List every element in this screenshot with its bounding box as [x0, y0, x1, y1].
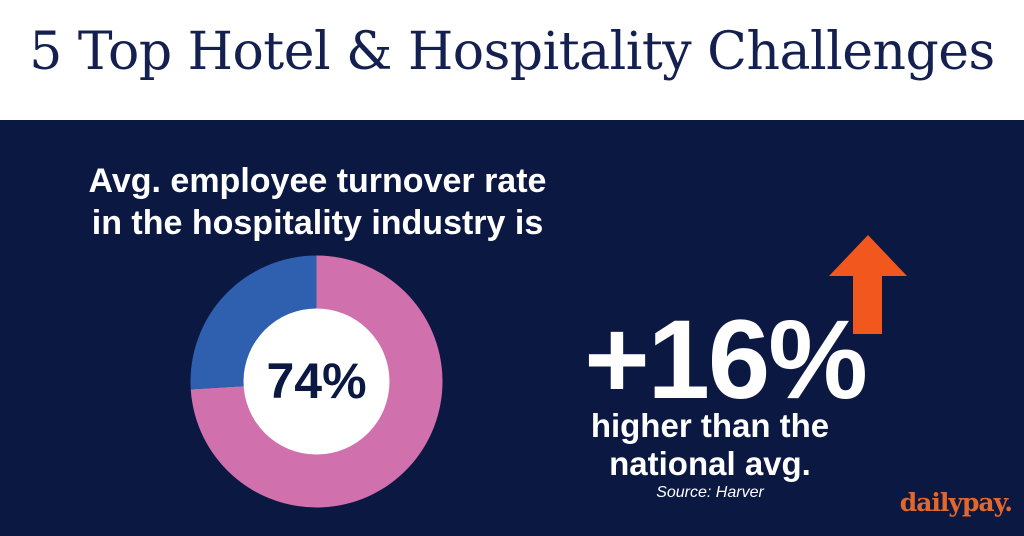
dailypay-logo: dailypay. — [899, 488, 1013, 517]
donut-chart: 74% — [190, 255, 443, 508]
up-arrow-shape — [829, 235, 907, 334]
page-title: 5 Top Hotel & Hospitality Challenges — [29, 22, 995, 82]
big-stat-value: +16% — [584, 297, 868, 422]
description-line-1: higher than the — [590, 407, 830, 444]
subtitle-line-2: in the hospitality industry is — [91, 204, 544, 242]
donut-chart-svg — [190, 255, 443, 508]
header: 5 Top Hotel & Hospitality Challenges — [0, 0, 1024, 120]
stat-description: higher than the national avg. — [560, 407, 860, 483]
stat-panel: Avg. employee turnover rate in the hospi… — [0, 120, 1024, 536]
donut-center-label: 74% — [266, 353, 367, 409]
description-line-2: national avg. — [609, 445, 811, 482]
subtitle-line-1: Avg. employee turnover rate — [88, 162, 547, 200]
source-note: Source: Harver — [656, 484, 764, 501]
donut-center — [243, 308, 390, 455]
up-arrow-icon — [829, 235, 907, 334]
stat-subtitle: Avg. employee turnover rate in the hospi… — [40, 160, 595, 244]
